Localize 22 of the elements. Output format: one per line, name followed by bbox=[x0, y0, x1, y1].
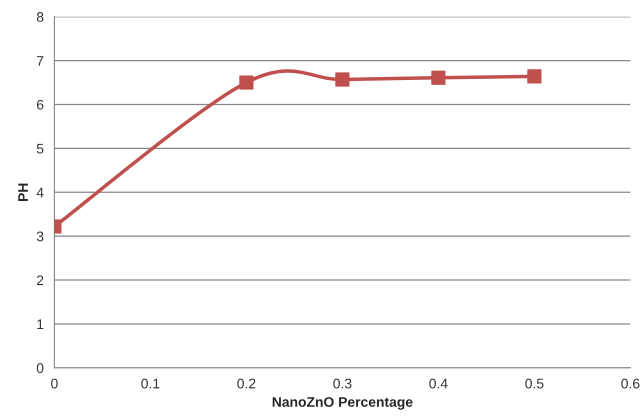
x-tick-label: 0.6 bbox=[621, 378, 640, 388]
point bbox=[335, 72, 350, 87]
x-axis-title: NanoZnO Percentage bbox=[272, 397, 413, 410]
y-tick-label: 4 bbox=[36, 188, 44, 198]
x-tick-label: 0.4 bbox=[429, 378, 448, 388]
y-tick-label: 0 bbox=[36, 363, 44, 374]
point bbox=[527, 69, 542, 84]
x-tick-label: 0.3 bbox=[333, 378, 352, 388]
y-tick-label: 8 bbox=[36, 12, 44, 22]
x-tick-label: 0.1 bbox=[141, 378, 160, 388]
y-tick-label: 2 bbox=[36, 275, 44, 286]
y-tick-label: 5 bbox=[36, 144, 44, 154]
x-tick-label: 0.2 bbox=[237, 378, 256, 388]
point bbox=[239, 75, 254, 90]
x-tick-label: 0 bbox=[51, 378, 58, 388]
x-tick-label: 0.5 bbox=[525, 378, 544, 388]
y-axis-title: PH bbox=[18, 184, 28, 201]
y-tick-label: 7 bbox=[36, 56, 44, 66]
y-tick-label: 3 bbox=[36, 232, 44, 242]
point bbox=[431, 70, 446, 85]
y-tick-label: 1 bbox=[37, 319, 44, 329]
y-tick-label: 6 bbox=[36, 100, 44, 110]
